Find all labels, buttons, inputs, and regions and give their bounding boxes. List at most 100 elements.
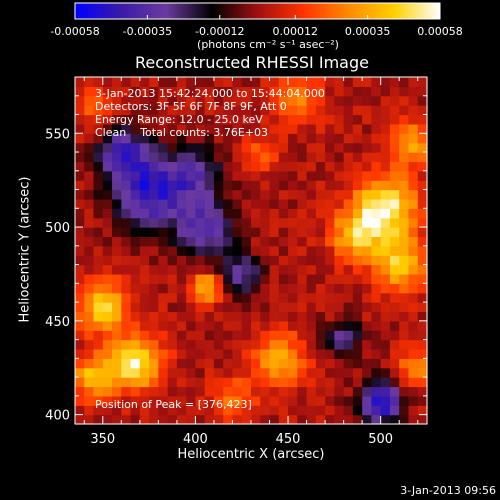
heatmap-cell bbox=[176, 86, 187, 97]
heatmap-cell bbox=[84, 189, 95, 200]
heatmap-cell bbox=[251, 264, 261, 275]
heatmap-cell bbox=[186, 198, 197, 209]
heatmap-cell bbox=[297, 95, 308, 106]
heatmap-cell bbox=[204, 377, 215, 388]
heatmap-cell bbox=[389, 227, 400, 238]
heatmap-cell bbox=[139, 180, 150, 191]
heatmap-cell bbox=[195, 386, 206, 397]
heatmap-cell bbox=[112, 245, 122, 256]
heatmap-cell bbox=[130, 302, 141, 313]
heatmap-cell bbox=[112, 198, 122, 209]
heatmap-cell bbox=[75, 264, 85, 275]
heatmap-cell bbox=[380, 302, 391, 313]
heatmap-cell bbox=[399, 311, 410, 322]
heatmap-cell bbox=[158, 348, 169, 359]
heatmap-cell bbox=[362, 386, 373, 397]
heatmap-cell bbox=[213, 264, 224, 275]
heatmap-cell bbox=[167, 414, 178, 425]
heatmap-cell bbox=[306, 339, 317, 350]
heatmap-cell bbox=[417, 189, 428, 200]
heatmap-cell bbox=[223, 236, 234, 247]
heatmap-cell bbox=[371, 311, 382, 322]
heatmap-cell bbox=[139, 152, 150, 163]
heatmap-cell bbox=[343, 320, 354, 331]
heatmap-cell bbox=[213, 358, 224, 369]
heatmap-cell bbox=[343, 236, 354, 247]
heatmap-cell bbox=[204, 292, 215, 303]
heatmap-cell bbox=[278, 114, 289, 125]
heatmap-cell bbox=[288, 123, 298, 134]
heatmap-cell bbox=[149, 245, 159, 256]
heatmap-cell bbox=[232, 189, 243, 200]
heatmap-cell bbox=[130, 292, 141, 303]
heatmap-cell bbox=[343, 77, 354, 87]
heatmap-cell bbox=[306, 320, 317, 331]
heatmap-cell bbox=[186, 161, 197, 172]
heatmap-cell bbox=[223, 358, 234, 369]
heatmap-cell bbox=[260, 152, 271, 163]
heatmap-cell bbox=[139, 105, 150, 116]
heatmap-cell bbox=[399, 198, 410, 209]
heatmap-cell bbox=[343, 189, 354, 200]
heatmap-cell bbox=[251, 114, 261, 125]
heatmap-cell bbox=[389, 405, 400, 416]
heatmap-cell bbox=[232, 292, 243, 303]
heatmap-cell bbox=[149, 123, 159, 134]
heatmap-cell bbox=[269, 123, 280, 134]
heatmap-cell bbox=[417, 255, 428, 266]
heatmap-cell bbox=[399, 105, 410, 116]
heatmap-cell bbox=[204, 339, 215, 350]
heatmap-cell bbox=[130, 339, 141, 350]
heatmap-cell bbox=[269, 273, 280, 284]
heatmap-cell bbox=[139, 330, 150, 341]
footer-timestamp: 3-Jan-2013 09:56 bbox=[400, 484, 496, 497]
heatmap-cell bbox=[278, 330, 289, 341]
heatmap-cell bbox=[204, 198, 215, 209]
heatmap-cell bbox=[121, 142, 132, 153]
heatmap-cell bbox=[121, 377, 132, 388]
heatmap-cell bbox=[112, 320, 122, 331]
heatmap-cell bbox=[84, 170, 95, 181]
heatmap-cell bbox=[306, 123, 317, 134]
heatmap-cell bbox=[112, 377, 122, 388]
heatmap-cell bbox=[158, 208, 169, 219]
heatmap-cell bbox=[380, 95, 391, 106]
heatmap-cell bbox=[380, 283, 391, 294]
heatmap-cell bbox=[315, 133, 326, 144]
heatmap-cell bbox=[75, 152, 85, 163]
heatmap-cell bbox=[288, 245, 298, 256]
heatmap-cell bbox=[121, 283, 132, 294]
heatmap-cell bbox=[158, 264, 169, 275]
heatmap-cell bbox=[352, 189, 363, 200]
heatmap-cell bbox=[112, 405, 122, 416]
heatmap-cell bbox=[130, 330, 141, 341]
heatmap-cell bbox=[269, 189, 280, 200]
heatmap-cell bbox=[269, 302, 280, 313]
heatmap-cell bbox=[251, 367, 261, 378]
heatmap-cell bbox=[241, 180, 252, 191]
heatmap-cell bbox=[149, 189, 159, 200]
heatmap-cell bbox=[389, 255, 400, 266]
heatmap-cell bbox=[241, 283, 252, 294]
heatmap-cell bbox=[380, 255, 391, 266]
heatmap-cell bbox=[315, 358, 326, 369]
heatmap-cell bbox=[121, 405, 132, 416]
heatmap-cell bbox=[232, 245, 243, 256]
heatmap-cell bbox=[176, 133, 187, 144]
heatmap-cell bbox=[186, 245, 197, 256]
heatmap-cell bbox=[213, 114, 224, 125]
heatmap-cell bbox=[195, 105, 206, 116]
heatmap-cell bbox=[371, 180, 382, 191]
heatmap-cell bbox=[84, 386, 95, 397]
heatmap-cell bbox=[278, 348, 289, 359]
heatmap-cell bbox=[260, 358, 271, 369]
heatmap-cell bbox=[408, 405, 419, 416]
heatmap-cell bbox=[121, 273, 132, 284]
heatmap-cell bbox=[288, 311, 298, 322]
y-axis-label: Heliocentric Y (arcsec) bbox=[17, 176, 33, 323]
heatmap-cell bbox=[75, 198, 85, 209]
heatmap-cell bbox=[213, 377, 224, 388]
heatmap-cell bbox=[297, 227, 308, 238]
heatmap-cell bbox=[186, 377, 197, 388]
heatmap-cell bbox=[315, 217, 326, 228]
